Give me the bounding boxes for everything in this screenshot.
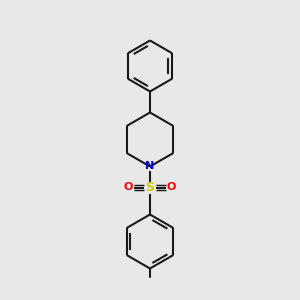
Text: O: O: [124, 182, 133, 193]
Text: O: O: [167, 182, 176, 193]
Text: S: S: [146, 181, 154, 194]
Text: N: N: [146, 161, 154, 172]
